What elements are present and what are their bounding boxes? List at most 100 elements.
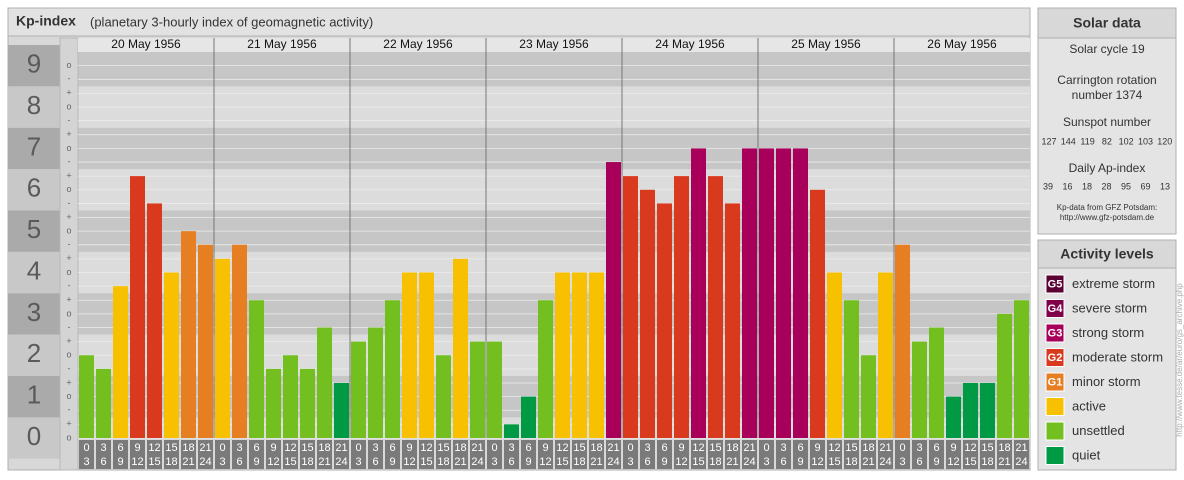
hour-box: [538, 440, 553, 469]
hour-label: 24: [335, 456, 347, 468]
hour-label: 18: [182, 442, 194, 454]
hour-label: 3: [83, 456, 89, 468]
hour-label: 18: [998, 442, 1010, 454]
hour-box: [521, 440, 536, 469]
hour-label: 3: [100, 442, 106, 454]
hour-label: 6: [525, 442, 531, 454]
hour-label: 18: [437, 456, 449, 468]
hour-label: 18: [726, 442, 738, 454]
hour-label: 24: [199, 456, 211, 468]
hour-label: 9: [270, 442, 276, 454]
hour-label: 21: [199, 442, 211, 454]
bar: [249, 300, 264, 438]
hour-box: [810, 440, 825, 469]
legend-label: severe storm: [1072, 300, 1147, 315]
bar: [113, 286, 128, 438]
bar: [861, 355, 876, 438]
hour-label: 18: [454, 442, 466, 454]
hour-box: [674, 440, 689, 469]
bar: [198, 244, 213, 438]
bar: [487, 341, 502, 438]
day-label: 22 May 1956: [383, 37, 453, 51]
minor-tick-label: -: [68, 363, 71, 373]
hour-box: [623, 440, 638, 469]
minor-label-column: [59, 37, 79, 471]
ap-value: 18: [1082, 181, 1092, 191]
hour-label: 15: [437, 442, 449, 454]
hour-box: [266, 440, 281, 469]
hour-label: 9: [117, 456, 123, 468]
bar: [810, 189, 825, 438]
bar: [912, 341, 927, 438]
y-band-cell: [8, 417, 60, 459]
hour-label: 0: [899, 442, 905, 454]
hour-box: [946, 440, 961, 469]
hour-label: 0: [83, 442, 89, 454]
bar: [827, 272, 842, 438]
hour-label: 9: [950, 442, 956, 454]
levels-title: Activity levels: [1060, 246, 1154, 262]
hour-box: [147, 440, 162, 469]
hour-label: 12: [811, 456, 823, 468]
bar: [776, 148, 791, 438]
legend-label: moderate storm: [1072, 349, 1163, 364]
hour-label: 3: [372, 442, 378, 454]
bar: [572, 272, 587, 438]
y-tick-label: 8: [27, 90, 41, 120]
bar: [334, 382, 349, 438]
legend-label: strong storm: [1072, 325, 1144, 340]
hour-box: [555, 440, 570, 469]
bar: [351, 341, 366, 438]
bar: [453, 258, 468, 438]
hour-label: 0: [355, 442, 361, 454]
bar: [946, 396, 961, 438]
hour-box: [895, 440, 910, 469]
legend-swatch: [1045, 446, 1065, 465]
minor-tick-label: +: [66, 336, 71, 346]
hour-box: [759, 440, 774, 469]
sunspot-value: 120: [1157, 136, 1172, 146]
hour-box: [283, 440, 298, 469]
y-band-cell: [8, 127, 60, 170]
sunspot-value: 144: [1061, 136, 1076, 146]
hour-label: 6: [780, 456, 786, 468]
minor-tick-label: -: [68, 74, 71, 84]
solar-cycle: Solar cycle 19: [1069, 42, 1145, 56]
ap-value: 39: [1043, 181, 1053, 191]
bar: [844, 300, 859, 438]
hour-label: 21: [590, 456, 602, 468]
bar: [793, 148, 808, 438]
hour-label: 15: [165, 442, 177, 454]
sunspot-value: 127: [1041, 136, 1056, 146]
legend-swatch: [1045, 372, 1065, 392]
hour-box: [113, 440, 128, 469]
hour-label: 3: [763, 456, 769, 468]
hour-box: [980, 440, 995, 469]
hour-label: 15: [964, 456, 976, 468]
legend-label: extreme storm: [1072, 276, 1155, 291]
hour-label: 3: [916, 442, 922, 454]
hour-box: [317, 440, 332, 469]
minor-tick-label: +: [66, 170, 71, 180]
bar: [317, 327, 332, 438]
bar: [725, 203, 740, 438]
hour-label: 21: [726, 456, 738, 468]
hour-label: 21: [998, 456, 1010, 468]
hour-label: 12: [420, 442, 432, 454]
minor-tick-label: +: [66, 377, 71, 387]
minor-tick-label: o: [66, 350, 71, 360]
hour-label: 15: [845, 442, 857, 454]
legend-label: minor storm: [1072, 374, 1141, 389]
y-band-cell: [8, 251, 60, 294]
bar: [164, 272, 179, 438]
hour-label: 6: [916, 456, 922, 468]
hour-box: [487, 440, 502, 469]
ap-value: 95: [1121, 181, 1131, 191]
ap-value: 28: [1101, 181, 1111, 191]
hour-box: [691, 440, 706, 469]
hour-label: 6: [933, 442, 939, 454]
hour-label: 15: [556, 456, 568, 468]
carrington: number 1374: [1072, 88, 1143, 102]
hour-label: 3: [491, 456, 497, 468]
hour-box: [402, 440, 417, 469]
